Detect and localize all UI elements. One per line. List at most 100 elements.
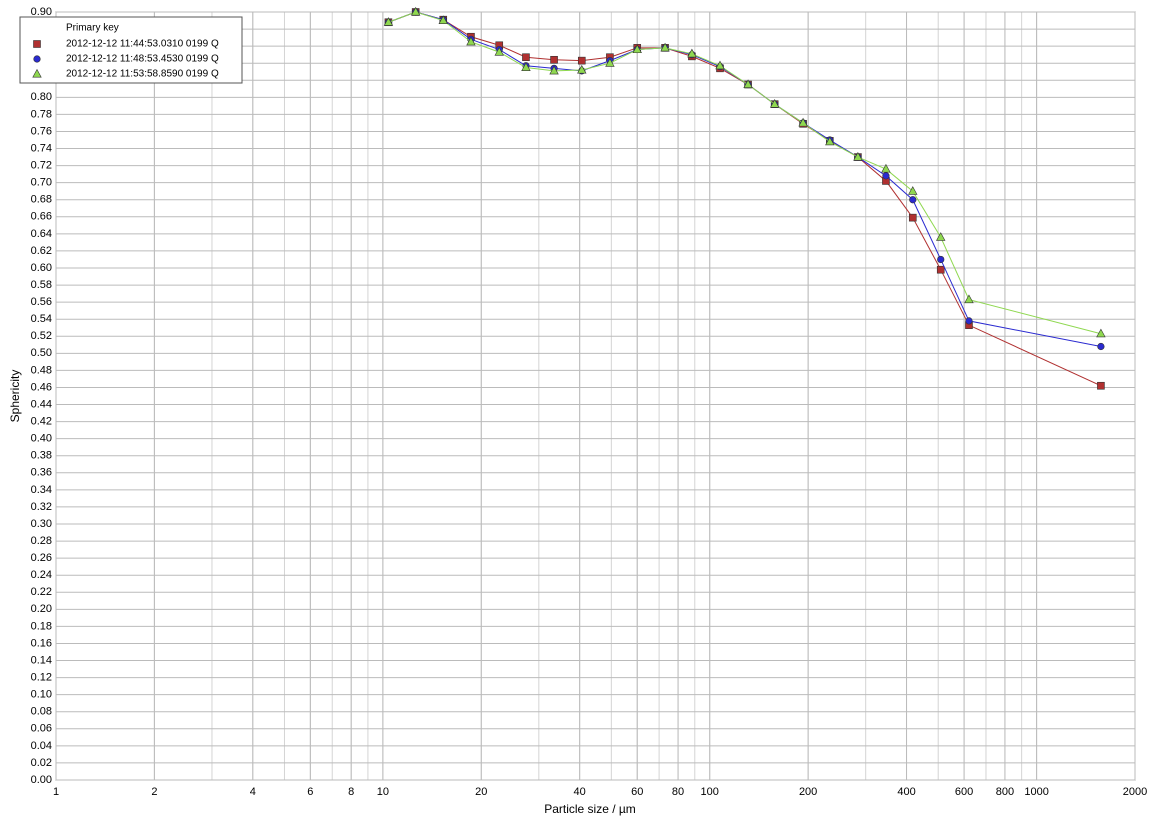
marker [936, 232, 946, 241]
marker [687, 48, 697, 58]
marker [937, 255, 945, 264]
y-tick-label: 0.52 [31, 330, 52, 342]
y-tick-label: 0.74 [31, 142, 52, 154]
x-tick-label: 400 [897, 786, 915, 798]
x-tick-label: 1000 [1024, 786, 1048, 798]
y-tick-label: 0.50 [31, 347, 52, 359]
y-axis-title: Sphericity [8, 370, 22, 423]
grid [55, 11, 1136, 781]
y-tick-label: 0.44 [31, 398, 52, 410]
y-tick-label: 0.38 [31, 450, 52, 462]
marker [632, 44, 642, 54]
y-tick-label: 0.02 [31, 757, 52, 769]
marker [605, 58, 615, 67]
x-axis-title: Particle size / µm [544, 802, 636, 816]
y-tick-label: 0.00 [31, 774, 52, 786]
y-tick-label: 0.76 [31, 125, 52, 137]
y-tick-label: 0.08 [31, 706, 52, 718]
y-tick-label: 0.80 [31, 91, 52, 103]
y-tick-label: 0.14 [31, 654, 52, 666]
marker [438, 15, 448, 25]
marker [410, 6, 421, 16]
y-tick-label: 0.56 [31, 296, 52, 308]
x-tick-label: 600 [955, 786, 973, 798]
y-tick-label: 0.58 [31, 279, 52, 291]
marker [1096, 328, 1106, 338]
x-tick-label: 2 [151, 786, 157, 798]
y-tick-label: 0.54 [31, 313, 52, 325]
marker [383, 17, 394, 26]
y-tick-label: 0.12 [31, 672, 52, 684]
legend-marker [32, 68, 42, 78]
x-tick-label: 4 [250, 786, 256, 798]
x-tick-label: 10 [377, 786, 389, 798]
legend-title: Primary key [66, 23, 119, 34]
y-tick-label: 0.48 [31, 364, 52, 376]
marker [769, 99, 780, 108]
legend: Primary key 2012-12-12 11:44:53.0310 0199… [19, 16, 243, 84]
legend-label: 2012-12-12 11:48:53.4530 0199 Q [66, 54, 219, 65]
legend-marker [33, 40, 41, 48]
x-tick-label: 8 [348, 786, 354, 798]
y-tick-label: 0.16 [31, 637, 52, 649]
y-tick-label: 0.34 [31, 484, 52, 496]
y-tick-label: 0.68 [31, 194, 52, 206]
marker [522, 53, 530, 62]
marker [715, 60, 725, 70]
y-tick-label: 0.78 [31, 108, 52, 120]
marker [549, 65, 559, 75]
y-tick-label: 0.90 [31, 6, 52, 18]
y-tick-label: 0.62 [31, 245, 52, 257]
y-tick-label: 0.32 [31, 501, 52, 513]
y-tick-label: 0.46 [31, 381, 52, 393]
marker [466, 36, 476, 46]
y-tick-label: 0.24 [31, 569, 52, 581]
y-tick-label: 0.30 [31, 518, 52, 530]
y-tick-label: 0.26 [31, 552, 52, 564]
x-tick-label: 20 [475, 786, 487, 798]
y-tick-label: 0.20 [31, 603, 52, 615]
marker [743, 79, 753, 89]
marker [908, 186, 918, 195]
marker [550, 55, 558, 64]
y-tick-label: 0.66 [31, 211, 52, 223]
y-tick-label: 0.60 [31, 262, 52, 274]
y-tick-label: 0.36 [31, 467, 52, 479]
x-tick-label: 80 [672, 786, 684, 798]
y-tick-label: 0.70 [31, 177, 52, 189]
marker [577, 56, 586, 65]
y-tick-label: 0.22 [31, 586, 52, 598]
y-tick-label: 0.18 [31, 620, 52, 632]
x-tick-label: 100 [701, 786, 719, 798]
marker [494, 46, 504, 56]
y-tick-label: 0.06 [31, 723, 52, 735]
legend-label: 2012-12-12 11:44:53.0310 0199 Q [66, 39, 219, 50]
x-tick-label: 40 [574, 786, 586, 798]
plot-area [55, 11, 1136, 781]
marker [908, 213, 917, 222]
x-tick-label: 800 [996, 786, 1014, 798]
x-tick-label: 60 [631, 786, 643, 798]
marker [798, 117, 808, 127]
marker [660, 42, 670, 52]
marker [909, 196, 917, 204]
series [383, 6, 1106, 338]
y-tick-label: 0.72 [31, 160, 52, 172]
marker [825, 136, 835, 146]
legend-box [19, 16, 243, 84]
x-tick-label: 200 [799, 786, 817, 798]
marker [881, 163, 891, 173]
marker [1097, 342, 1105, 351]
marker [853, 151, 863, 161]
x-tick-label: 6 [307, 786, 313, 798]
y-tick-label: 0.04 [31, 740, 52, 752]
x-tick-label: 2000 [1123, 786, 1147, 798]
marker [964, 294, 974, 304]
x-tick-label: 1 [53, 786, 59, 798]
marker [1097, 381, 1105, 390]
y-tick-label: 0.64 [31, 228, 52, 240]
marker [882, 172, 890, 180]
y-tick-label: 0.40 [31, 433, 52, 445]
marker [521, 62, 531, 71]
